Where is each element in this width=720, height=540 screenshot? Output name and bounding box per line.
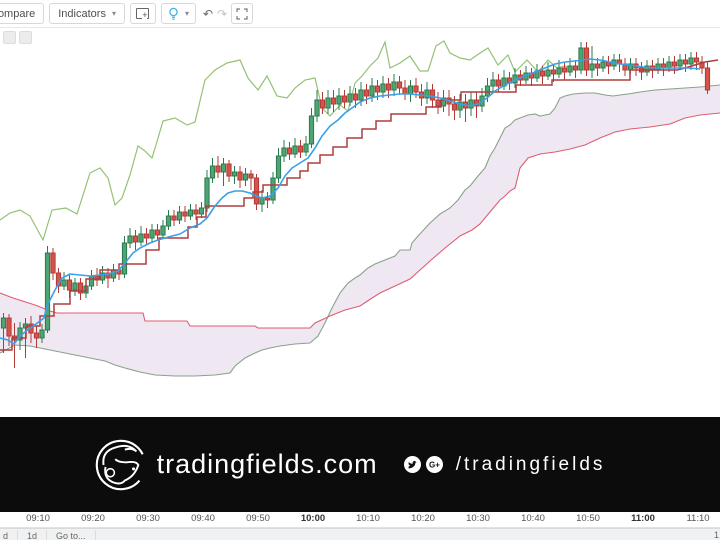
time-axis[interactable]: 09:10 09:20 09:30 09:40 09:50 10:00 10:10 10:20… bbox=[0, 512, 720, 528]
chikou-span-line bbox=[0, 39, 576, 242]
ichimoku-cloud bbox=[0, 85, 720, 376]
pane-controls bbox=[3, 31, 32, 44]
bull-logo-icon bbox=[95, 439, 146, 490]
fullscreen-icon bbox=[236, 7, 248, 20]
chevron-down-icon: ▾ bbox=[111, 9, 116, 18]
senkou-span-b-line bbox=[0, 84, 720, 377]
chart-toolbar: Compare Indicators ▾ + ▾ ↶ ↷ bbox=[0, 0, 720, 28]
redo-button[interactable]: ↷ bbox=[217, 6, 228, 21]
svg-text:G+: G+ bbox=[429, 461, 440, 470]
range-buttons: d 1d Go to... bbox=[0, 529, 96, 540]
time-label: 10:30 bbox=[466, 513, 490, 524]
clock-partial: 1 bbox=[713, 530, 719, 540]
pane-button-1[interactable] bbox=[3, 31, 16, 44]
range-button-go-to-[interactable]: Go to... bbox=[47, 529, 96, 540]
time-label: 10:50 bbox=[576, 513, 600, 524]
google-plus-icon: G+ bbox=[425, 456, 443, 473]
social-icons: G+ bbox=[403, 456, 448, 473]
tenkan-sen-line bbox=[0, 58, 701, 345]
time-label: 09:10 bbox=[26, 513, 50, 524]
ideas-button[interactable]: ▾ bbox=[160, 3, 196, 24]
compare-label: Compare bbox=[0, 7, 36, 20]
banner-content: tradingfields.com G+ /tradingfields bbox=[91, 436, 606, 494]
indicators-label: Indicators bbox=[58, 7, 106, 20]
senkou-span-a-line bbox=[0, 112, 720, 329]
time-label: 10:00 bbox=[300, 513, 326, 524]
indicators-button[interactable]: Indicators ▾ bbox=[49, 3, 125, 24]
snapshot-button[interactable]: + bbox=[129, 3, 156, 24]
undo-button[interactable]: ↶ bbox=[202, 6, 214, 21]
social-handle: /tradingfields bbox=[455, 453, 606, 475]
range-button-d[interactable]: d bbox=[0, 529, 19, 540]
range-bar: d 1d Go to... 1 bbox=[0, 528, 720, 540]
chevron-down-icon: ▾ bbox=[184, 9, 189, 18]
twitter-icon bbox=[403, 456, 421, 473]
time-label: 10:10 bbox=[356, 513, 380, 524]
time-label: 11:00 bbox=[631, 513, 655, 524]
time-label: 09:30 bbox=[136, 513, 160, 524]
candles-layer bbox=[0, 42, 711, 368]
time-label: 09:50 bbox=[246, 513, 270, 524]
kijun-sen-line bbox=[0, 59, 719, 351]
snapshot-icon: + bbox=[136, 8, 150, 20]
fullscreen-button[interactable] bbox=[231, 3, 254, 24]
time-label: 11:10 bbox=[686, 513, 710, 524]
branding-banner: tradingfields.com G+ /tradingfields bbox=[0, 417, 720, 512]
time-label: 09:40 bbox=[191, 513, 215, 524]
lightbulb-icon bbox=[169, 7, 178, 20]
time-label: 10:40 bbox=[521, 513, 545, 524]
candlestick-chart-canvas bbox=[0, 39, 720, 377]
time-label: 10:20 bbox=[411, 513, 435, 524]
range-button-1d[interactable]: 1d bbox=[18, 529, 48, 540]
price-chart[interactable] bbox=[0, 28, 720, 417]
site-name: tradingfields.com bbox=[156, 449, 378, 479]
time-label: 09:20 bbox=[81, 513, 105, 524]
pane-button-2[interactable] bbox=[19, 31, 32, 44]
compare-button[interactable]: Compare bbox=[0, 3, 45, 24]
